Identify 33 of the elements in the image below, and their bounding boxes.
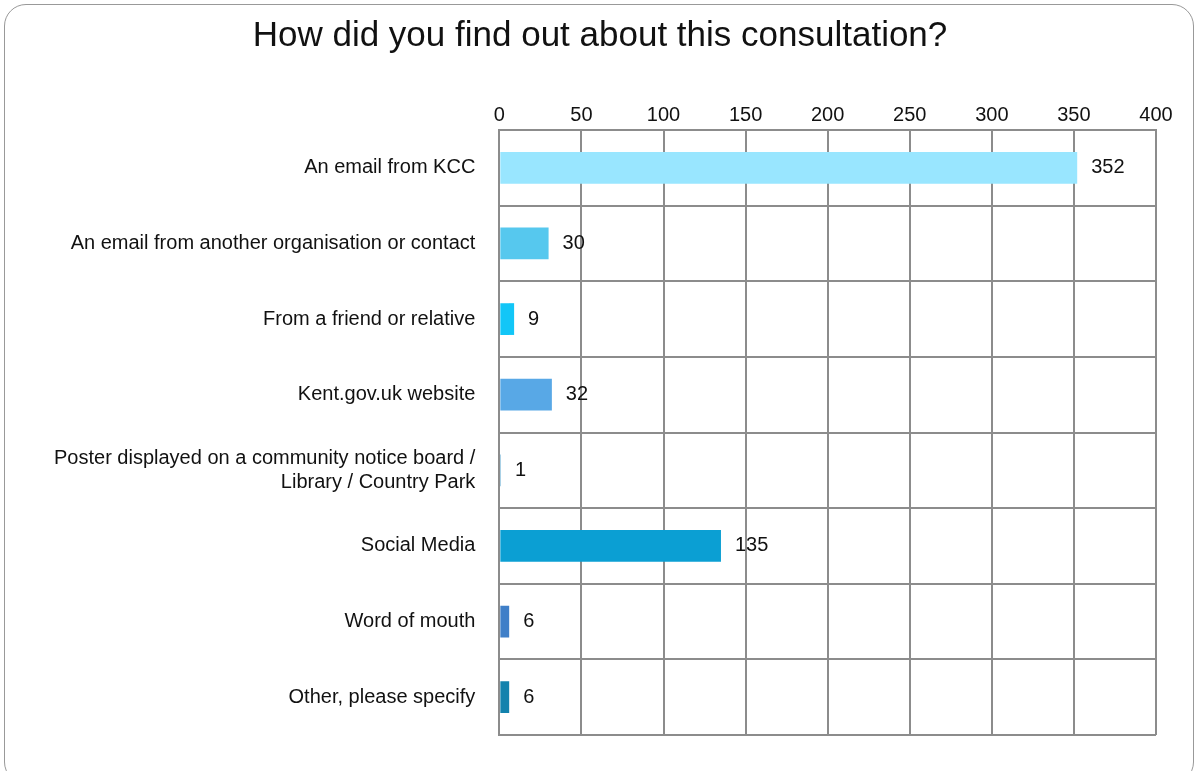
- bar: [500, 605, 510, 638]
- data-label: 135: [734, 533, 769, 556]
- x-tick-label: 300: [975, 102, 1009, 125]
- chart-title: How did you find out about this consultation?: [251, 14, 949, 54]
- bar: [500, 227, 549, 260]
- bar: [500, 378, 552, 411]
- x-tick-label: 0: [493, 102, 505, 125]
- x-tick-label: 200: [810, 102, 845, 125]
- bar: [500, 151, 1078, 184]
- data-label: 6: [523, 609, 535, 632]
- y-tick-label: Other, please specify: [288, 684, 476, 707]
- x-tick-label: 250: [893, 102, 927, 125]
- data-label: 352: [1091, 155, 1125, 178]
- data-label: 30: [562, 230, 585, 253]
- data-label: 6: [523, 684, 535, 707]
- x-tick-label: 400: [1139, 102, 1173, 125]
- y-tick-label: An email from KCC: [304, 155, 476, 178]
- y-tick-label: From a friend or relative: [263, 306, 476, 329]
- x-tick-label: 100: [646, 102, 681, 125]
- bar: [500, 303, 515, 335]
- y-tick-label: Poster displayed on a community notice board / Library / Country Park: [53, 445, 477, 492]
- y-tick-label: Kent.gov.uk website: [297, 382, 476, 405]
- data-label: 1: [514, 457, 527, 480]
- bar: [500, 530, 721, 562]
- y-tick-label: An email from another organisation or contact: [70, 230, 476, 253]
- x-tick-label: 350: [1057, 102, 1091, 125]
- x-tick-label: 150: [728, 102, 763, 125]
- x-tick-label: 50: [570, 102, 593, 125]
- data-label: 9: [528, 306, 540, 329]
- bar: [500, 681, 510, 714]
- data-label: 32: [565, 382, 589, 405]
- y-tick-label: Word of mouth: [344, 609, 476, 632]
- y-tick-label: Social Media: [360, 533, 477, 556]
